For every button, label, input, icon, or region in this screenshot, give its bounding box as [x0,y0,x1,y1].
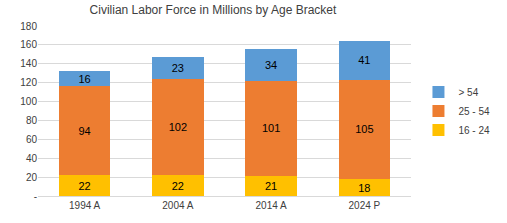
svg-text:25 - 54: 25 - 54 [458,106,490,117]
svg-text:18: 18 [358,182,370,194]
svg-text:101: 101 [262,122,280,134]
svg-text:21: 21 [265,180,277,192]
svg-text:34: 34 [265,59,277,71]
svg-text:16: 16 [79,73,91,85]
svg-text:140: 140 [20,58,37,69]
svg-text:60: 60 [26,134,38,145]
svg-text:22: 22 [79,180,91,192]
svg-text:2014 A: 2014 A [256,200,287,211]
svg-text:2004 A: 2004 A [162,200,193,211]
svg-text:2024 P: 2024 P [349,200,381,211]
svg-text:105: 105 [355,123,373,135]
svg-text:160: 160 [20,39,37,50]
svg-text:Civilian Labor Force in Millio: Civilian Labor Force in Millions by Age … [90,3,337,17]
svg-text:23: 23 [172,62,184,74]
svg-text:> 54: > 54 [458,87,478,98]
svg-text:-: - [34,191,37,202]
svg-text:41: 41 [358,54,370,66]
svg-text:40: 40 [26,153,38,164]
svg-text:102: 102 [169,121,187,133]
svg-text:94: 94 [79,125,91,137]
svg-text:120: 120 [20,77,37,88]
svg-text:180: 180 [20,21,37,32]
svg-text:16 - 24: 16 - 24 [458,125,490,136]
svg-text:20: 20 [26,172,38,183]
svg-text:100: 100 [20,96,37,107]
svg-text:80: 80 [26,115,38,126]
svg-text:1994 A: 1994 A [69,200,100,211]
svg-text:22: 22 [172,180,184,192]
